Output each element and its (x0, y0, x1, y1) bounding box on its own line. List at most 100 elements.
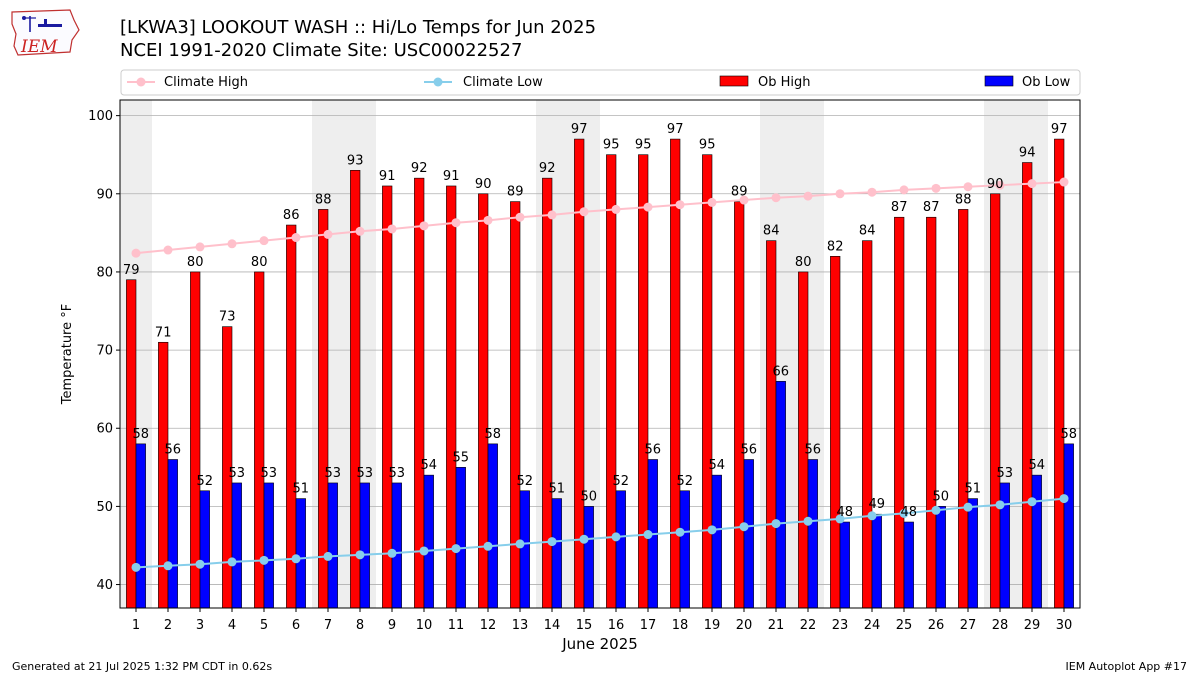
legend-box (120, 69, 1081, 96)
climate-high-point (579, 207, 589, 217)
x-tick-label: 7 (324, 618, 332, 633)
ob-low-bar (775, 381, 786, 609)
x-tick-label: 24 (864, 618, 881, 633)
climate-high-point (195, 242, 205, 252)
legend-ob-high-swatch (719, 75, 749, 87)
climate-low-point (931, 505, 941, 515)
ob-low-label: 51 (293, 482, 310, 497)
legend-climate-low-label: Climate Low (463, 75, 543, 90)
x-tick-label: 12 (480, 618, 497, 633)
ob-high-label: 80 (187, 255, 204, 270)
ob-low-label: 52 (517, 474, 534, 489)
ob-high-label: 88 (315, 192, 332, 207)
ob-low-bar (263, 482, 274, 609)
x-tick-label: 23 (832, 618, 849, 633)
ob-low-label: 53 (357, 466, 374, 481)
x-tick-label: 21 (768, 618, 785, 633)
ob-high-label: 95 (635, 138, 652, 153)
ob-low-label: 50 (581, 489, 598, 504)
climate-low-point (803, 516, 813, 526)
x-tick-label: 16 (608, 618, 625, 633)
climate-low-point (611, 532, 621, 542)
ob-low-label: 53 (229, 466, 246, 481)
ob-low-label: 52 (677, 474, 694, 489)
climate-low-point (995, 500, 1005, 510)
x-tick-label: 5 (260, 618, 268, 633)
ob-low-bar (519, 490, 530, 609)
ob-low-label: 53 (389, 466, 406, 481)
climate-low-point (355, 550, 365, 560)
ob-low-label: 54 (1029, 458, 1046, 473)
x-tick-label: 3 (196, 618, 204, 633)
ob-high-bar (734, 201, 745, 609)
x-tick-label: 29 (1024, 618, 1041, 633)
climate-high-point (899, 185, 909, 195)
ob-low-bar (487, 443, 498, 609)
ob-low-bar (711, 474, 722, 609)
logo: IEM (8, 6, 80, 60)
ob-low-label: 51 (965, 482, 982, 497)
climate-low-point (899, 508, 909, 518)
ob-high-bar (862, 240, 873, 609)
climate-high-point (739, 195, 749, 205)
climate-high-point (995, 180, 1005, 190)
ob-high-label: 97 (571, 122, 588, 137)
x-axis-label: June 2025 (561, 635, 638, 653)
x-tick-label: 30 (1056, 618, 1073, 633)
climate-high-point (707, 197, 717, 207)
ob-low-label: 53 (261, 466, 278, 481)
ob-low-bar (455, 467, 466, 609)
ob-high-bar (670, 138, 681, 609)
iowa-map-icon: IEM (11, 9, 80, 57)
climate-high-point (163, 245, 173, 255)
ob-low-label: 58 (133, 427, 150, 442)
climate-low-point (1027, 497, 1037, 507)
ob-high-bar (318, 209, 329, 609)
climate-low-point (451, 544, 461, 554)
ob-high-label: 95 (699, 138, 716, 153)
ob-low-label: 54 (709, 458, 726, 473)
ob-high-bar (190, 271, 201, 609)
ob-low-label: 56 (805, 443, 822, 458)
ob-high-label: 90 (987, 177, 1004, 192)
climate-low-point (707, 525, 717, 535)
ob-low-bar (743, 459, 754, 609)
x-tick-label: 14 (544, 618, 561, 633)
x-tick-label: 15 (576, 618, 593, 633)
ob-low-label: 48 (901, 505, 918, 520)
ob-high-bar (1022, 162, 1033, 609)
ob-low-bar (231, 482, 242, 609)
x-tick-label: 20 (736, 618, 753, 633)
ob-high-bar (958, 209, 969, 609)
y-tick-label: 90 (96, 187, 113, 202)
ob-high-label: 80 (251, 255, 268, 270)
climate-high-point (675, 200, 685, 210)
ob-low-bar (199, 490, 210, 609)
x-tick-label: 9 (388, 618, 396, 633)
climate-low-point (387, 548, 397, 558)
ob-high-bar (382, 185, 393, 609)
climate-low-point (675, 527, 685, 537)
ob-high-label: 91 (443, 169, 460, 184)
climate-high-point (611, 204, 621, 214)
ob-high-bar (126, 279, 137, 609)
climate-high-point (835, 189, 845, 199)
ob-high-label: 91 (379, 169, 396, 184)
ob-low-bar (551, 498, 562, 609)
ob-low-bar (359, 482, 370, 609)
ob-low-label: 52 (197, 474, 214, 489)
climate-high-point (771, 193, 781, 203)
ob-high-bar (926, 216, 937, 609)
climate-high-point (931, 183, 941, 193)
ob-low-bar (839, 521, 850, 609)
climate-high-point (1027, 179, 1037, 189)
ob-high-bar (350, 170, 361, 609)
x-tick-label: 8 (356, 618, 364, 633)
climate-low-point (579, 534, 589, 544)
ob-high-label: 92 (411, 161, 428, 176)
x-tick-label: 26 (928, 618, 945, 633)
ob-low-label: 52 (613, 474, 630, 489)
ob-low-label: 56 (165, 443, 182, 458)
ob-high-bar (702, 154, 713, 609)
ob-high-label: 90 (475, 177, 492, 192)
